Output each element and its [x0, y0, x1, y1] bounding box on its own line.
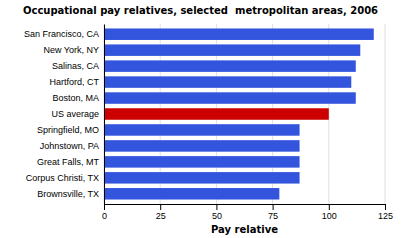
tick: New York, NY	[43, 45, 99, 55]
tick: Brownsville, TX	[37, 189, 99, 199]
tick-label: 75	[268, 211, 278, 221]
tick-mark	[216, 204, 217, 210]
tick: 75	[268, 204, 278, 221]
tick: Johnstown, PA	[40, 141, 99, 151]
tick: 50	[212, 204, 222, 221]
tick: US average	[51, 109, 99, 119]
tick-mark	[273, 204, 274, 210]
tick: Hartford, CT	[49, 77, 99, 87]
tick-label: 100	[322, 211, 337, 221]
tick: Springfield, MO	[37, 125, 99, 135]
tick: Great Falls, MT	[37, 157, 100, 167]
tick: 100	[322, 204, 337, 221]
x-axis-title: Pay relative	[211, 224, 278, 235]
tick-label: Corpus Christi, TX	[26, 173, 99, 183]
grid-line	[385, 24, 386, 204]
tick-mark	[329, 204, 330, 210]
bar	[104, 76, 351, 87]
tick-label: Hartford, CT	[49, 77, 99, 87]
tick-label: US average	[51, 109, 99, 119]
bar	[104, 172, 300, 183]
bar	[104, 124, 300, 135]
tick-label: San Francisco, CA	[24, 29, 99, 39]
tick: Salinas, CA	[52, 61, 99, 71]
plot: 0 25 50 75 100 125 Brownsville, TX Corpus Chris…	[24, 24, 393, 221]
tick-label: Brownsville, TX	[37, 189, 99, 199]
tick-mark	[160, 204, 161, 210]
tick: 0	[102, 204, 107, 221]
tick: 125	[378, 204, 393, 221]
bar	[104, 156, 300, 167]
grid	[104, 24, 385, 204]
bar	[104, 60, 356, 71]
tick-mark	[385, 204, 386, 210]
bar	[104, 140, 300, 151]
bars	[104, 28, 374, 199]
x-axis: 0 25 50 75 100 125	[102, 204, 393, 221]
bar	[104, 28, 374, 39]
grid-line	[104, 24, 105, 204]
tick-label: 0	[102, 211, 107, 221]
title: Occupational pay relatives, selected met…	[23, 5, 378, 16]
bar	[104, 92, 356, 103]
tick-label: 50	[212, 211, 222, 221]
axis-line	[105, 204, 386, 205]
tick-label: New York, NY	[43, 45, 99, 55]
tick-label: Boston, MA	[52, 93, 99, 103]
tick-label: Springfield, MO	[37, 125, 99, 135]
tick-label: Great Falls, MT	[37, 157, 100, 167]
bar	[104, 44, 360, 55]
bar	[104, 188, 279, 199]
tick: Boston, MA	[52, 93, 99, 103]
tick: Corpus Christi, TX	[26, 173, 99, 183]
y-axis: Brownsville, TX Corpus Christi, TX Great F…	[24, 25, 105, 205]
axis-line	[104, 25, 105, 205]
chart: Occupational pay relatives, selected met…	[0, 0, 401, 238]
tick-label: 25	[156, 211, 166, 221]
tick: San Francisco, CA	[24, 29, 99, 39]
tick-label: Johnstown, PA	[40, 141, 99, 151]
tick-label: 125	[378, 211, 393, 221]
tick-label: Salinas, CA	[52, 61, 99, 71]
tick: 25	[156, 204, 166, 221]
tick-mark	[104, 204, 105, 210]
bar	[104, 108, 329, 119]
